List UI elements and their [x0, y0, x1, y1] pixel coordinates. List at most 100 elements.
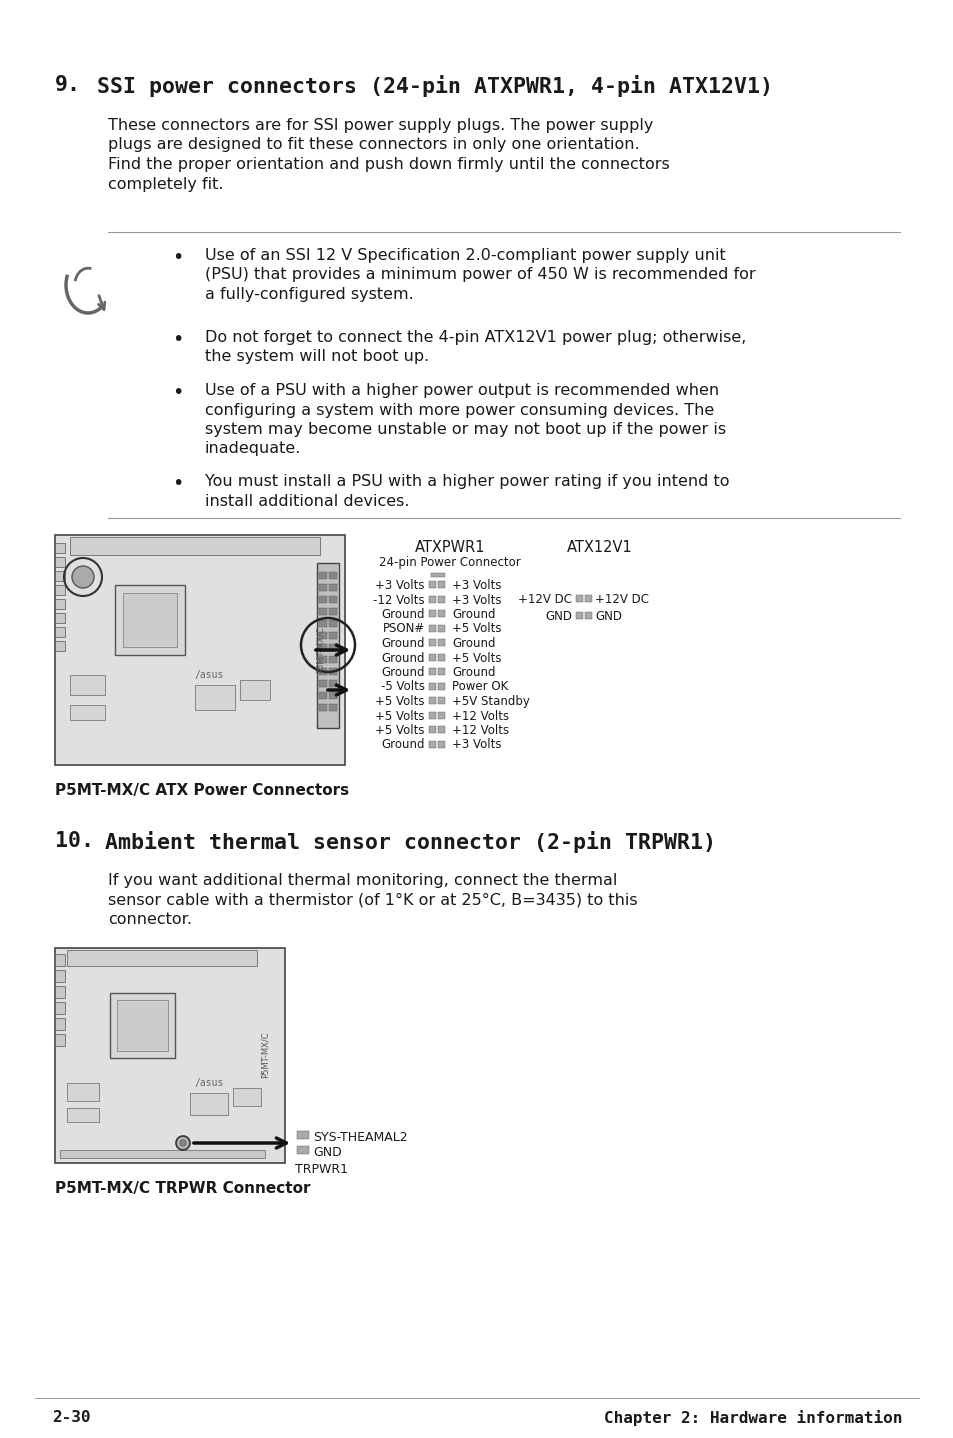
Bar [70, 705, 105, 720]
Bar [429, 653, 436, 660]
Bar [318, 656, 327, 663]
Text: •: • [172, 329, 183, 349]
Text: ATXPWR1: ATXPWR1 [415, 541, 485, 555]
Bar [296, 1132, 309, 1139]
Bar [55, 1034, 65, 1045]
Text: 10.: 10. [55, 831, 94, 851]
Text: +5 Volts: +5 Volts [452, 623, 501, 636]
Bar [437, 697, 444, 705]
Text: Ground: Ground [381, 739, 424, 752]
Text: Ground: Ground [452, 608, 495, 621]
Bar [329, 656, 336, 663]
Bar [55, 557, 65, 567]
Text: Ground: Ground [452, 637, 495, 650]
Bar [123, 592, 177, 647]
Text: the system will not boot up.: the system will not boot up. [205, 349, 429, 364]
Text: +12 Volts: +12 Volts [452, 723, 509, 738]
Bar [318, 644, 327, 651]
Bar [190, 1093, 228, 1114]
Bar [437, 581, 444, 588]
Bar [110, 994, 174, 1058]
Bar [194, 684, 234, 710]
Text: +12V DC: +12V DC [517, 592, 572, 605]
Bar [240, 680, 270, 700]
Text: •: • [172, 475, 183, 493]
Bar [55, 544, 65, 554]
Text: system may become unstable or may not boot up if the power is: system may become unstable or may not bo… [205, 421, 725, 437]
Bar [318, 631, 327, 638]
Text: P5MT-MX/C: P5MT-MX/C [260, 1031, 269, 1078]
Text: +3 Volts: +3 Volts [452, 594, 501, 607]
Bar [429, 697, 436, 705]
Bar [318, 692, 327, 699]
Text: sensor cable with a thermistor (of 1°K or at 25°C, B=3435) to this: sensor cable with a thermistor (of 1°K o… [108, 893, 637, 907]
Text: P5MT-MX/C TRPWR Connector: P5MT-MX/C TRPWR Connector [55, 1181, 310, 1196]
Text: You must install a PSU with a higher power rating if you intend to: You must install a PSU with a higher pow… [205, 475, 729, 489]
Bar [329, 595, 336, 603]
Text: +12 Volts: +12 Volts [452, 709, 509, 722]
Bar [55, 1002, 65, 1014]
Text: +5V Standby: +5V Standby [452, 695, 529, 707]
Bar [55, 585, 65, 595]
Bar [584, 613, 592, 618]
Text: 24-pin Power Connector: 24-pin Power Connector [378, 557, 520, 569]
Bar [329, 572, 336, 580]
Bar [329, 669, 336, 674]
Bar [318, 608, 327, 615]
Bar [437, 712, 444, 719]
Bar [318, 595, 327, 603]
Text: Ground: Ground [381, 637, 424, 650]
Bar [55, 986, 65, 998]
Text: +12V DC: +12V DC [595, 592, 648, 605]
Bar [437, 741, 444, 748]
Text: Use of an SSI 12 V Specification 2.0-compliant power supply unit: Use of an SSI 12 V Specification 2.0-com… [205, 247, 725, 263]
Bar [329, 644, 336, 651]
Text: P5MT-MX/C: P5MT-MX/C [315, 627, 324, 673]
Bar [329, 631, 336, 638]
Bar [55, 535, 345, 765]
Text: If you want additional thermal monitoring, connect the thermal: If you want additional thermal monitorin… [108, 873, 617, 889]
Text: Find the proper orientation and push down firmly until the connectors: Find the proper orientation and push dow… [108, 157, 669, 173]
Text: inadequate.: inadequate. [205, 441, 301, 456]
Text: •: • [172, 383, 183, 403]
Text: install additional devices.: install additional devices. [205, 493, 409, 509]
Text: completely fit.: completely fit. [108, 177, 223, 191]
Bar [329, 620, 336, 627]
Text: configuring a system with more power consuming devices. The: configuring a system with more power con… [205, 403, 714, 417]
Text: •: • [172, 247, 183, 267]
Text: +3 Volts: +3 Volts [452, 580, 501, 592]
Bar [70, 536, 319, 555]
Text: 9.: 9. [55, 75, 81, 95]
Text: Ground: Ground [452, 666, 495, 679]
Bar [55, 600, 65, 610]
Text: Ground: Ground [381, 608, 424, 621]
Bar [437, 595, 444, 603]
Bar [55, 953, 65, 966]
Text: /asus: /asus [194, 1078, 224, 1089]
Bar [55, 613, 65, 623]
Text: 2-30: 2-30 [52, 1411, 91, 1425]
Text: +3 Volts: +3 Volts [452, 739, 501, 752]
Bar [117, 999, 168, 1051]
Bar [318, 680, 327, 687]
Bar [576, 595, 582, 603]
Bar [55, 627, 65, 637]
Text: SYS-THEAMAL2: SYS-THEAMAL2 [313, 1132, 407, 1145]
Text: connector.: connector. [108, 912, 192, 928]
Text: P5MT-MX/C ATX Power Connectors: P5MT-MX/C ATX Power Connectors [55, 784, 349, 798]
Text: +5 Volts: +5 Volts [375, 695, 424, 707]
Text: +3 Volts: +3 Volts [375, 580, 424, 592]
Bar [437, 624, 444, 631]
Bar [437, 653, 444, 660]
Bar [233, 1089, 261, 1106]
Bar [70, 674, 105, 695]
Bar [55, 1018, 65, 1030]
Text: SSI power connectors (24-pin ATXPWR1, 4-pin ATX12V1): SSI power connectors (24-pin ATXPWR1, 4-… [97, 75, 772, 96]
Bar [437, 669, 444, 674]
Text: (PSU) that provides a minimum power of 450 W is recommended for: (PSU) that provides a minimum power of 4… [205, 267, 755, 282]
Bar [60, 1150, 265, 1158]
Bar [584, 595, 592, 603]
Bar [429, 581, 436, 588]
Text: -12 Volts: -12 Volts [373, 594, 424, 607]
Text: plugs are designed to fit these connectors in only one orientation.: plugs are designed to fit these connecto… [108, 138, 639, 152]
